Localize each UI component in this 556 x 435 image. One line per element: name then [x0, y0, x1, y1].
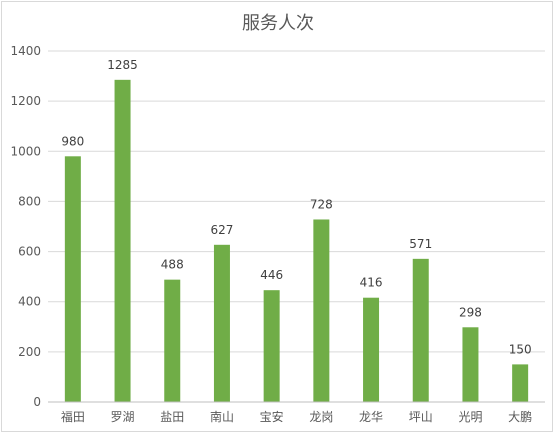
bar	[263, 290, 280, 402]
data-label: 728	[310, 197, 333, 211]
data-label: 571	[409, 237, 432, 251]
y-tick-label: 0	[33, 395, 41, 409]
gridlines	[48, 50, 545, 353]
x-category-label: 宝安	[260, 409, 284, 424]
y-tick-label: 400	[18, 295, 41, 309]
data-label: 150	[509, 342, 532, 356]
bar	[462, 327, 479, 402]
x-category-label: 龙华	[359, 410, 383, 424]
chart-title: 服务人次	[242, 13, 314, 34]
bar	[412, 258, 429, 402]
data-label: 298	[459, 305, 482, 319]
x-category-label: 大鹏	[508, 410, 532, 424]
y-tick-label: 1000	[10, 144, 41, 158]
bar	[64, 156, 81, 402]
bar	[313, 219, 330, 402]
bars	[64, 79, 529, 402]
y-tick-label: 600	[18, 245, 41, 259]
data-labels: 980 1285 488 627 446 728 416 571 298 150	[61, 58, 531, 357]
x-category-label: 光明	[458, 410, 482, 424]
bar	[512, 364, 529, 402]
bar	[363, 297, 380, 402]
data-label: 416	[360, 276, 383, 290]
x-category-label: 南山	[210, 409, 234, 424]
x-category-label: 盐田	[160, 410, 184, 424]
data-label: 980	[61, 134, 84, 148]
data-label: 627	[210, 223, 233, 237]
bar	[213, 244, 230, 402]
data-label: 488	[161, 258, 184, 272]
y-tick-label: 200	[18, 345, 41, 359]
y-axis-ticks: 0 200 400 600 800 1000 1200 1400	[10, 44, 41, 409]
y-tick-label: 1400	[10, 44, 41, 58]
bar	[164, 279, 181, 402]
bar	[114, 79, 131, 402]
y-tick-label: 1200	[10, 94, 41, 108]
x-category-label: 坪山	[409, 410, 433, 424]
y-tick-label: 800	[18, 194, 41, 208]
data-label: 1285	[107, 58, 138, 72]
x-category-label: 罗湖	[111, 409, 135, 424]
x-category-label: 福田	[61, 409, 85, 424]
x-axis-categories: 福田 罗湖 盐田 南山 宝安 龙岗 龙华 坪山 光明 大鹏	[61, 409, 532, 424]
data-label: 446	[260, 268, 283, 282]
x-category-label: 龙岗	[309, 410, 333, 424]
